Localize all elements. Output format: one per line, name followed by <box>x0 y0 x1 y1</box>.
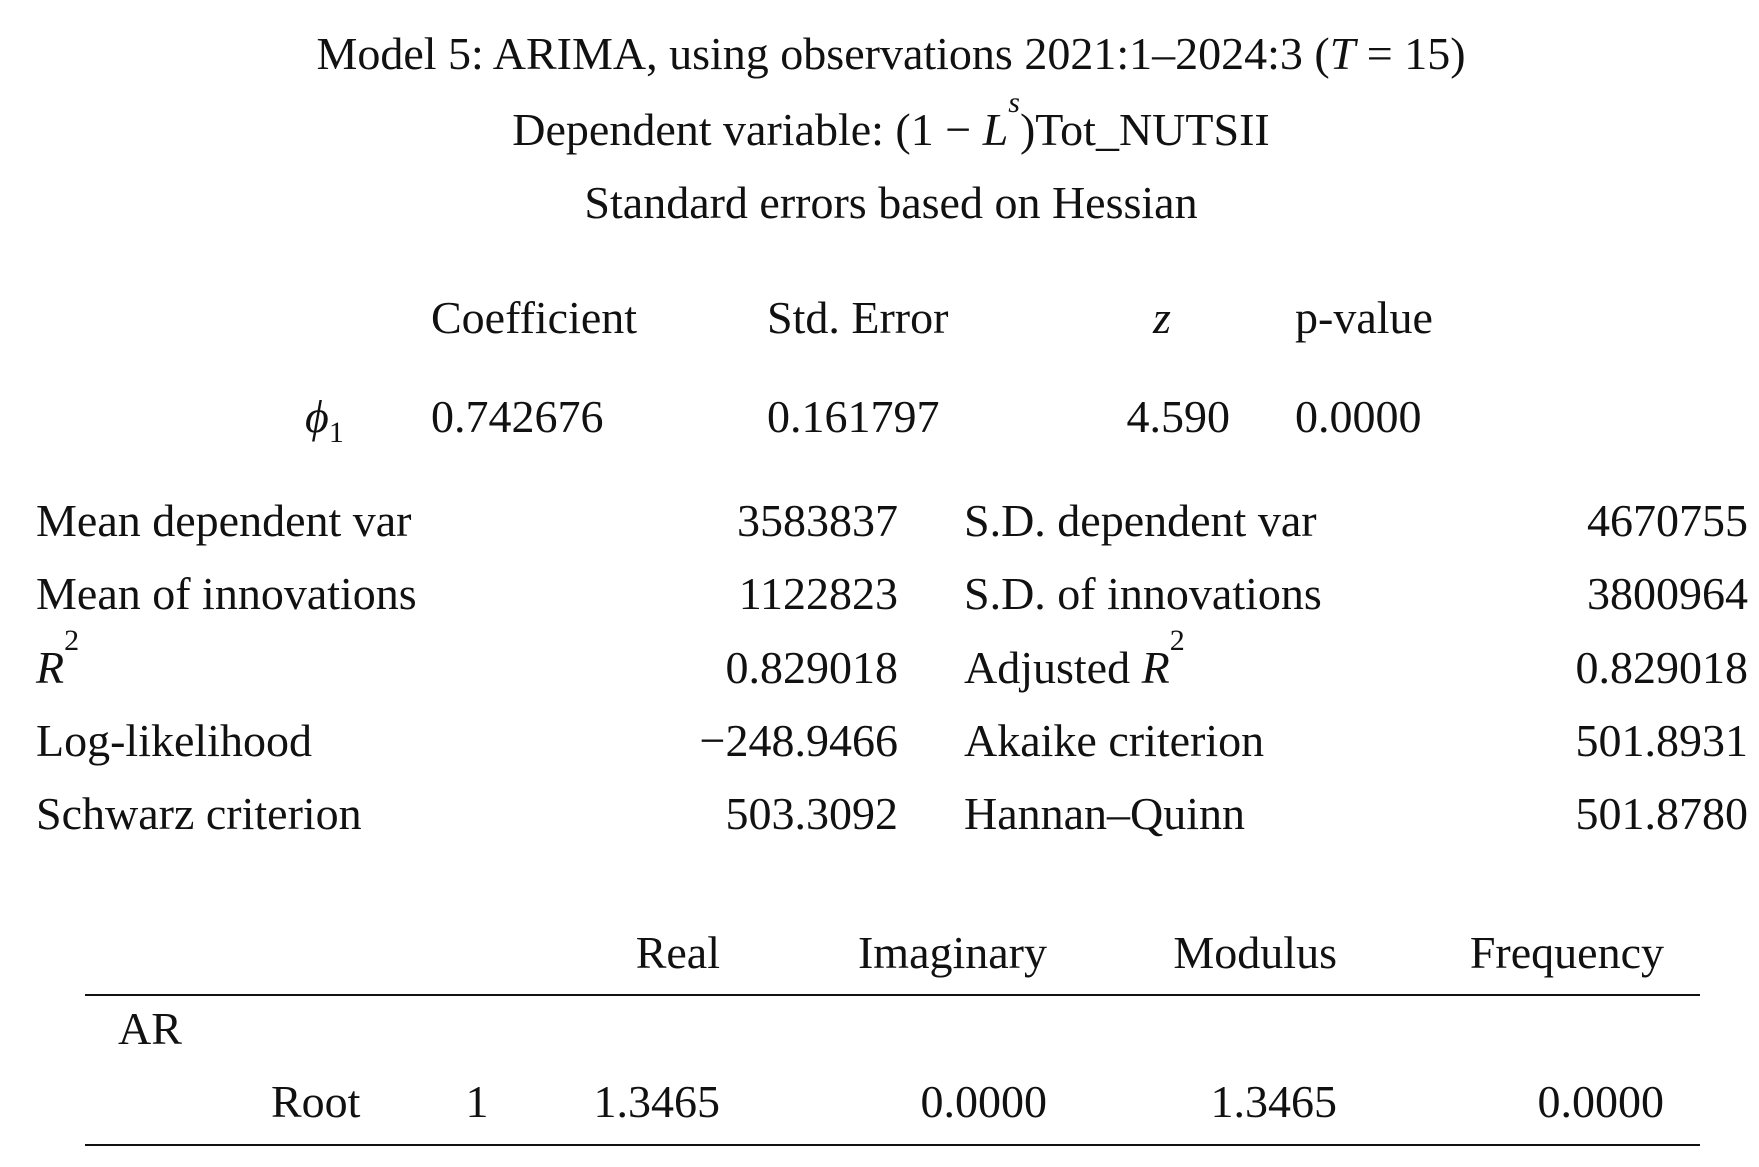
text-part: T <box>1329 28 1356 79</box>
text-part: )Tot_NUTSII <box>1019 104 1270 155</box>
stat-label: S.D. dependent var <box>964 498 1317 544</box>
stat-value: 3583837 <box>737 495 898 546</box>
coefficient-value: 0.742676 <box>431 391 604 442</box>
root-group: AR <box>118 1003 182 1054</box>
text-part: L <box>982 104 1009 155</box>
stat-value: 503.3092 <box>725 788 899 840</box>
stat-label: Log-likelihood <box>36 714 312 766</box>
coefficient-value: 0.0000 <box>1295 391 1422 442</box>
column-header: Modulus <box>1173 927 1337 978</box>
text-part: Dependent variable: (1 − <box>512 104 983 155</box>
column-header: z <box>1153 292 1171 343</box>
column-header: Std. Error <box>767 292 949 343</box>
text-part: 2 <box>64 623 80 657</box>
stat-label: Adjusted R2 <box>964 625 1185 693</box>
column-header: Frequency <box>1469 927 1664 978</box>
title: Model 5: ARIMA, using observations 2021:… <box>316 31 1465 77</box>
text-part: Model 5: ARIMA, using observations 2021:… <box>316 28 1330 79</box>
root-value: 0.0000 <box>920 1076 1048 1127</box>
root-value: 0.0000 <box>1537 1076 1665 1127</box>
root-value: 1.3465 <box>1210 1076 1338 1127</box>
table-rule <box>85 994 1700 996</box>
dependent-variable: Dependent variable: (1 − Ls)Tot_NUTSII <box>512 88 1270 155</box>
stat-label: Mean of innovations <box>36 571 417 617</box>
stat-value: 4670755 <box>1587 495 1748 546</box>
column-header: Imaginary <box>857 927 1047 978</box>
text-part: R <box>1141 641 1170 693</box>
text-part: Adjusted <box>964 641 1142 693</box>
text-part: Log-likelihood <box>36 714 312 766</box>
text-part: S.D. of innovations <box>964 568 1322 620</box>
stat-value: 501.8780 <box>1575 788 1749 840</box>
text-part: Schwarz criterion <box>36 788 362 840</box>
subtitle: Standard errors based on Hessian <box>584 177 1198 228</box>
stat-label: S.D. of innovations <box>964 571 1322 617</box>
coefficient-value: 0.161797 <box>767 391 940 442</box>
text-part: 2 <box>1169 623 1185 657</box>
stat-label: Mean dependent var <box>36 498 412 544</box>
stat-value: 0.829018 <box>725 641 899 693</box>
coefficient-value: 4.590 <box>1126 391 1231 442</box>
stat-value: −248.9466 <box>699 714 898 766</box>
root-label: Root <box>271 1076 361 1127</box>
text-part: Hannan–Quinn <box>964 788 1246 840</box>
text-part: ϕ <box>305 391 329 442</box>
text-part: Mean of innovations <box>36 568 417 620</box>
stat-value: 501.8931 <box>1575 714 1749 766</box>
text-part: Mean dependent var <box>36 495 412 546</box>
text-part: = 15) <box>1355 28 1466 79</box>
root-value: 1.3465 <box>593 1076 721 1127</box>
stat-value: 0.829018 <box>1575 641 1749 693</box>
column-header: Coefficient <box>431 292 638 343</box>
stat-label: R2 <box>36 625 79 693</box>
stat-value: 3800964 <box>1587 568 1748 620</box>
table-rule <box>85 1144 1700 1146</box>
text-part: 1 <box>328 416 344 449</box>
text-part: R <box>36 641 65 693</box>
stat-value: 1122823 <box>738 568 898 620</box>
text-part: Akaike criterion <box>964 714 1265 766</box>
stat-label: Schwarz criterion <box>36 791 362 837</box>
text-part: s <box>1008 86 1020 119</box>
column-header: p-value <box>1295 292 1433 343</box>
stat-label: Hannan–Quinn <box>964 791 1245 837</box>
stat-label: Akaike criterion <box>964 714 1265 766</box>
root-index: 1 <box>465 1076 489 1127</box>
text-part: S.D. dependent var <box>964 495 1317 546</box>
coefficient-name: ϕ1 <box>305 391 344 448</box>
column-header: Real <box>635 927 720 978</box>
